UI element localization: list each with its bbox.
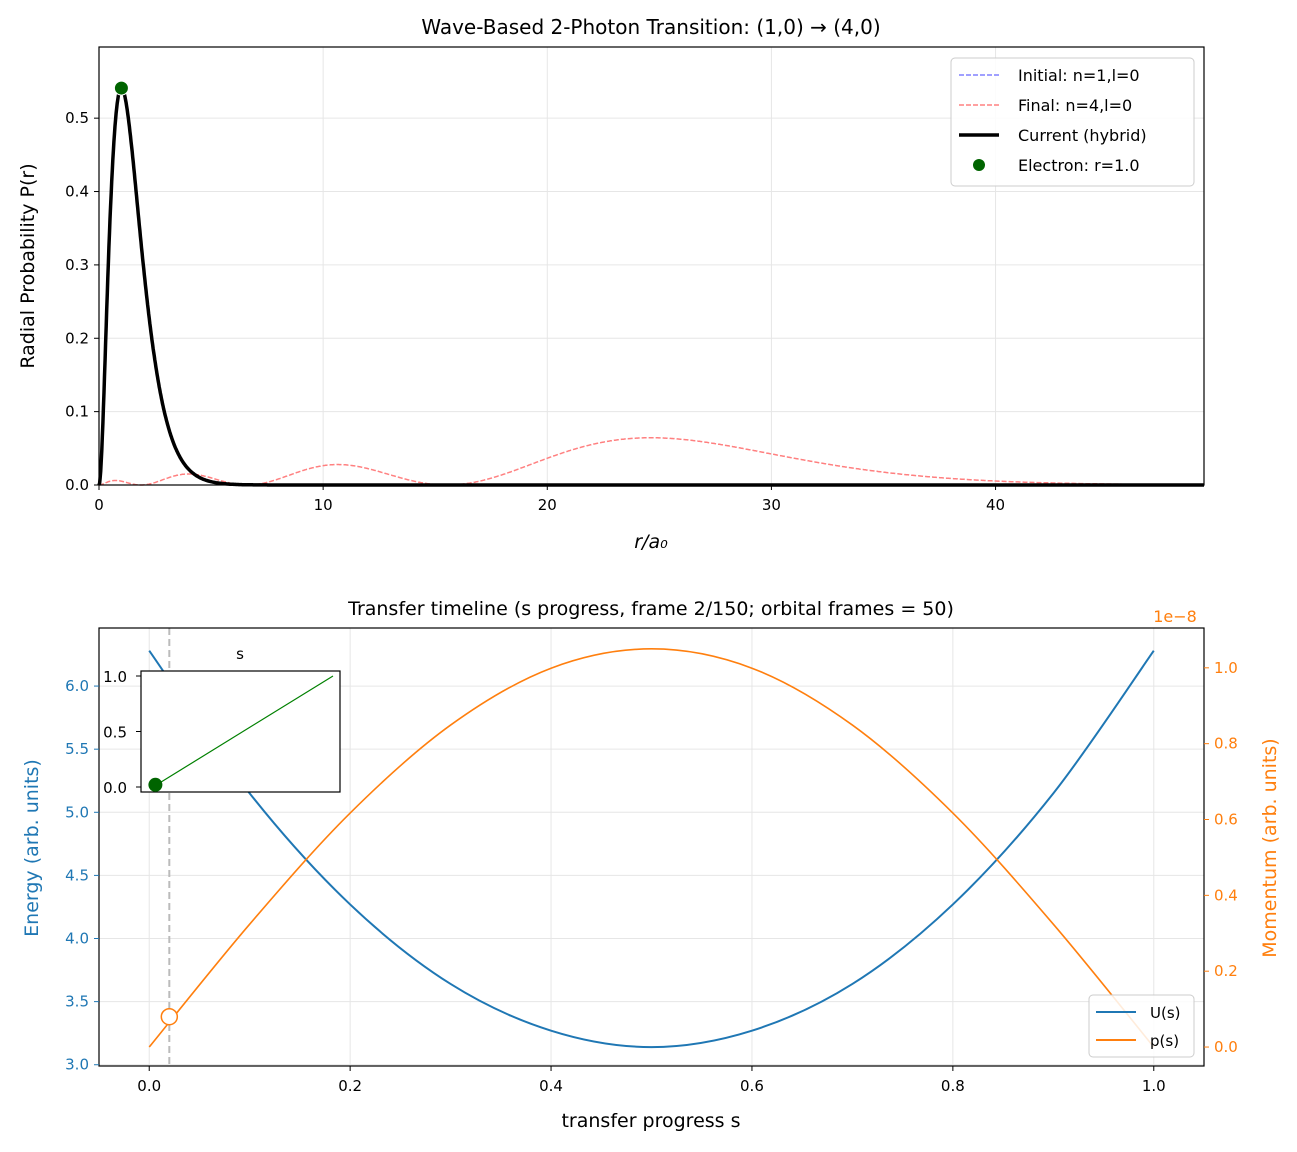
energy-ytick-label: 6.0: [65, 677, 89, 695]
bottom-xlabel: transfer progress s: [561, 1110, 740, 1132]
electron-marker: [113, 80, 129, 96]
inset-ytick-label: 0.5: [103, 724, 127, 742]
top-xtick-label: 40: [986, 496, 1005, 514]
transfer-timeline-plot: 0.0 0.2 0.4 0.6 0.8 1.0 3.0 3.5 4.0 4.5 5.0 5.5 6.0 0…: [21, 598, 1281, 1132]
momentum-scale-label: 1e−8: [1153, 607, 1197, 626]
top-ytick-label: 0.5: [65, 109, 89, 127]
bottom-legend: U(s) p(s): [1088, 994, 1195, 1058]
energy-ytick-label: 3.0: [65, 1056, 89, 1074]
bottom-xtick-label: 0.0: [137, 1077, 161, 1095]
momentum-ytick-label: 0.8: [1214, 735, 1238, 753]
inset-ytick-label: 0.0: [103, 779, 127, 797]
top-axes-frame: [98, 46, 1205, 486]
energy-ylabel: Energy (arb. units): [21, 759, 43, 937]
legend-u: U(s): [1150, 1004, 1181, 1022]
momentum-ytick-label: 0.4: [1214, 886, 1238, 904]
inset-s-line: [152, 675, 334, 788]
inset-s-plot: s 0.0 0.5 1.0: [103, 645, 341, 797]
momentum-curve: [148, 648, 1155, 1048]
energy-ytick-label: 4.0: [65, 930, 89, 948]
top-xtick-label: 30: [762, 496, 781, 514]
legend-current: Current (hybrid): [1018, 126, 1147, 145]
inset-current-marker: [148, 777, 163, 792]
radial-probability-plot: 0 10 20 30 40 0.0 0.1 0.2 0.3 0.4 0.5 Wave-Based 2…: [17, 15, 1205, 553]
energy-ytick-label: 5.0: [65, 803, 89, 821]
top-xtick-label: 0: [94, 496, 104, 514]
energy-curve: [148, 650, 1155, 1049]
bottom-xtick-label: 0.2: [338, 1077, 362, 1095]
series-final-curve: [99, 437, 1204, 486]
top-ylabel: Radial Probability P(r): [17, 163, 39, 368]
energy-ytick-label: 5.5: [65, 740, 89, 758]
top-ytick-label: 0.3: [65, 256, 89, 274]
legend-p: p(s): [1150, 1032, 1179, 1050]
legend-initial: Initial: n=1,l=0: [1018, 66, 1140, 85]
momentum-ytick-label: 0.0: [1214, 1038, 1238, 1056]
legend-final: Final: n=4,l=0: [1018, 96, 1132, 115]
momentum-ylabel: Momentum (arb. units): [1259, 738, 1281, 957]
legend-electron-marker: [973, 159, 985, 171]
top-xtick-label: 20: [538, 496, 557, 514]
legend-electron: Electron: r=1.0: [1018, 156, 1140, 175]
energy-ytick-label: 4.5: [65, 866, 89, 884]
momentum-ytick-label: 1.0: [1214, 659, 1238, 677]
top-xlabel: r/a₀: [634, 531, 668, 553]
current-momentum-marker: [160, 1007, 179, 1026]
bottom-xtick-label: 0.4: [539, 1077, 563, 1095]
energy-ytick-label: 3.5: [65, 993, 89, 1011]
bottom-xtick-label: 0.6: [740, 1077, 764, 1095]
bottom-xtick-label: 1.0: [1142, 1077, 1166, 1095]
top-ytick-label: 0.2: [65, 329, 89, 347]
bottom-axes-frame: [98, 627, 1205, 1067]
momentum-ytick-label: 0.2: [1214, 962, 1238, 980]
top-title: Wave-Based 2-Photon Transition: (1,0) → …: [421, 15, 880, 39]
top-ytick-label: 0.0: [65, 476, 89, 494]
bottom-xtick-label: 0.8: [941, 1077, 965, 1095]
inset-ytick-label: 1.0: [103, 668, 127, 686]
inset-title: s: [236, 645, 244, 663]
bottom-title: Transfer timeline (s progress, frame 2/1…: [347, 598, 954, 620]
top-ytick-label: 0.4: [65, 183, 89, 201]
top-legend: Initial: n=1,l=0 Final: n=4,l=0 Current …: [950, 57, 1195, 187]
top-ytick-label: 0.1: [65, 403, 89, 421]
top-xtick-label: 10: [314, 496, 333, 514]
momentum-ytick-label: 0.6: [1214, 811, 1238, 829]
